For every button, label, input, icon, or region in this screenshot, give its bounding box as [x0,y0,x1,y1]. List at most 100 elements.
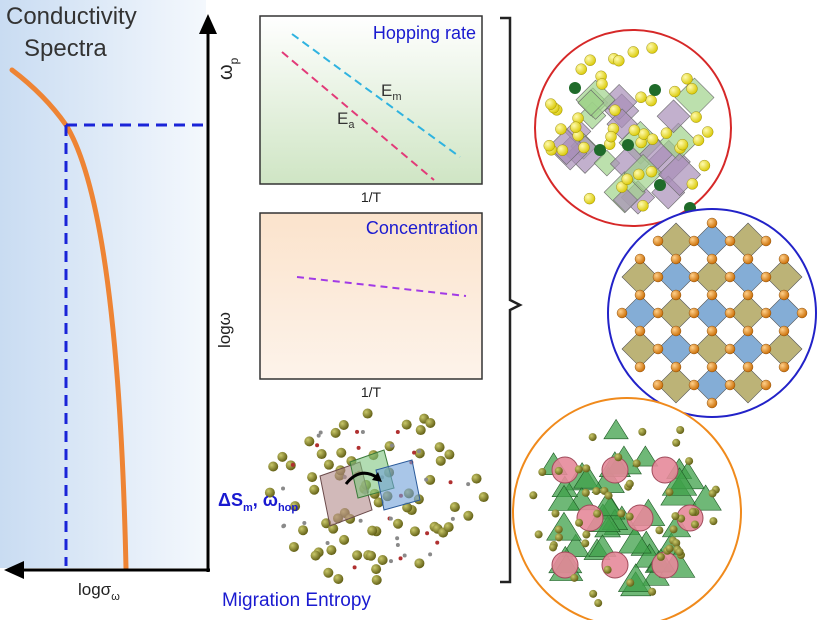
crystal-structure-bottom [512,397,742,620]
cluster-atom [307,472,318,483]
cluster-atom [443,522,454,533]
olive-atom [656,552,665,561]
yellow-atom [575,63,587,75]
cluster-atom [373,497,384,508]
crystal-structure-top [534,29,732,227]
olive-atom [625,512,634,521]
small-atom [388,559,393,564]
migration-caption: Migration Entropy [222,590,371,611]
yellow-atom [701,126,714,138]
orange-atom [652,235,664,247]
orange-atom [760,307,772,319]
orange-atom [778,253,790,265]
orange-atom [724,307,736,319]
olive-atom [665,488,674,497]
ea-label: Ea [337,109,355,131]
dark-green-atom [654,179,666,191]
orange-atom [670,253,682,265]
orange-atom [796,307,808,319]
orange-atom [778,325,790,337]
olive-atom [672,538,681,547]
olive-atom [593,509,602,518]
cluster-atom [304,436,315,447]
olive-atom [675,547,684,556]
pink-polyhedron [601,456,629,484]
small-atom [425,531,430,536]
olive-atom [676,426,685,435]
cluster-atom [371,564,382,575]
yellow-atom [669,85,681,98]
cluster-atom [377,555,388,566]
cluster-atom [323,459,334,470]
x-axis-arrowhead [4,561,24,579]
orange-atom [670,289,682,301]
yellow-atom [686,83,698,95]
orange-atom [742,361,754,373]
small-atom [450,516,455,521]
hopping-rate-panel: Hopping rate Em Ea 1/T [259,15,483,205]
small-atom [315,443,320,448]
cluster-atom [336,447,347,458]
pink-polyhedron [651,551,679,579]
cluster-atom [316,449,327,460]
cluster-atom [268,461,279,472]
olive-atom [671,512,680,521]
crystal-middle-atoms [616,217,808,409]
small-atom [424,477,429,482]
yellow-atom [637,200,649,212]
olive-atom [582,530,591,539]
small-atom [281,524,286,529]
cluster-atom [323,567,334,578]
small-atom [395,536,400,541]
polyhedron-shape [656,99,691,134]
olive-atom [648,587,657,596]
cluster-atom [352,550,363,561]
cluster-atom [339,534,350,545]
yellow-atom [555,123,567,135]
olive-atom [538,468,547,477]
cluster-atom [414,558,425,569]
hopping-line-ea [281,51,435,181]
small-atom [466,482,471,487]
cluster-atom [277,451,288,462]
concentration-line [296,276,467,297]
left-panel-background [0,0,206,568]
cluster-atom [415,425,426,436]
migration-polyhedra [319,449,421,527]
conductivity-curve [9,67,129,571]
cluster-atom [330,427,341,438]
polyhedron-shape [577,89,605,117]
orange-atom [688,271,700,283]
small-atom [325,541,330,546]
olive-atom [708,489,717,498]
y-axis-arrowhead [199,14,217,34]
hopping-x-label: 1/T [361,189,382,205]
yellow-atom [609,104,621,116]
crystal-bottom-atoms [529,418,722,608]
orange-atom [688,379,700,391]
concentration-x-label: 1/T [361,384,382,400]
olive-atom [574,465,583,474]
orange-atom [670,361,682,373]
concentration-plot-box [259,212,483,380]
olive-atom [592,487,601,496]
concentration-title: Concentration [366,218,478,238]
cluster-atom [371,574,382,585]
cluster-atom [310,550,321,561]
small-atom [435,540,440,545]
small-atom [395,430,400,435]
orange-atom [724,343,736,355]
small-atom [398,556,403,561]
small-atom [352,565,357,570]
octahedron-shape [729,366,767,404]
yellow-atom [690,111,702,123]
cluster-atom [393,518,404,529]
hop-arrowhead [372,472,382,482]
cluster-atom [362,408,373,419]
yellow-atom [583,192,596,205]
concentration-panel: Concentration 1/T [259,212,483,400]
olive-atom [655,526,664,535]
orange-atom [760,271,772,283]
yellow-atom [660,127,673,139]
small-atom [355,429,360,434]
